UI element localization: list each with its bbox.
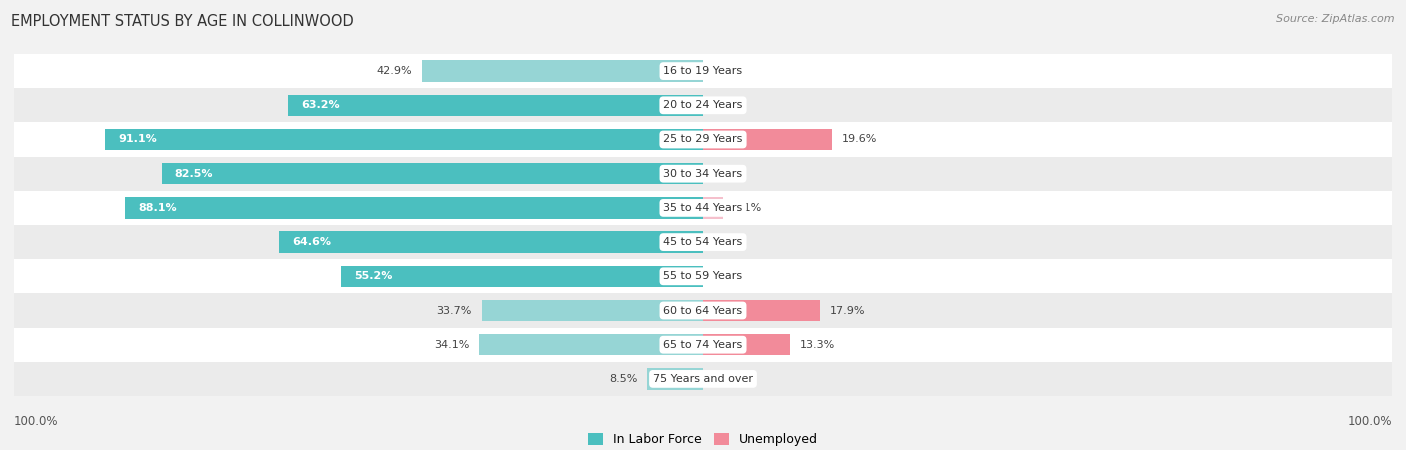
Text: 0.0%: 0.0%: [713, 169, 741, 179]
Bar: [703, 334, 790, 356]
Text: 88.1%: 88.1%: [138, 203, 177, 213]
Text: 60 to 64 Years: 60 to 64 Years: [664, 306, 742, 315]
Text: 91.1%: 91.1%: [118, 135, 157, 144]
Text: 20 to 24 Years: 20 to 24 Years: [664, 100, 742, 110]
Text: 65 to 74 Years: 65 to 74 Years: [664, 340, 742, 350]
Text: 55.2%: 55.2%: [354, 271, 392, 281]
Text: 30 to 34 Years: 30 to 34 Years: [664, 169, 742, 179]
Text: 0.0%: 0.0%: [713, 374, 741, 384]
Text: 0.0%: 0.0%: [713, 271, 741, 281]
Text: 8.5%: 8.5%: [609, 374, 637, 384]
Bar: [125, 197, 703, 219]
Bar: [479, 334, 703, 356]
Bar: [340, 266, 703, 287]
Text: 19.6%: 19.6%: [841, 135, 877, 144]
Bar: [105, 129, 703, 150]
Bar: [14, 259, 1392, 293]
Bar: [14, 191, 1392, 225]
Text: 42.9%: 42.9%: [375, 66, 412, 76]
Bar: [422, 60, 703, 82]
Bar: [14, 293, 1392, 328]
Bar: [703, 197, 723, 219]
Bar: [288, 94, 703, 116]
Bar: [703, 300, 821, 321]
Text: 17.9%: 17.9%: [831, 306, 866, 315]
Text: 33.7%: 33.7%: [437, 306, 472, 315]
Text: 0.0%: 0.0%: [713, 66, 741, 76]
Text: 35 to 44 Years: 35 to 44 Years: [664, 203, 742, 213]
Text: 34.1%: 34.1%: [434, 340, 470, 350]
Text: 13.3%: 13.3%: [800, 340, 835, 350]
Text: 82.5%: 82.5%: [174, 169, 214, 179]
Bar: [14, 225, 1392, 259]
Bar: [14, 88, 1392, 122]
Text: 0.0%: 0.0%: [713, 100, 741, 110]
Text: 75 Years and over: 75 Years and over: [652, 374, 754, 384]
Text: 100.0%: 100.0%: [14, 415, 59, 428]
Text: 3.1%: 3.1%: [733, 203, 762, 213]
Text: 55 to 59 Years: 55 to 59 Years: [664, 271, 742, 281]
Bar: [162, 163, 703, 184]
Text: 16 to 19 Years: 16 to 19 Years: [664, 66, 742, 76]
Text: 100.0%: 100.0%: [1347, 415, 1392, 428]
Text: EMPLOYMENT STATUS BY AGE IN COLLINWOOD: EMPLOYMENT STATUS BY AGE IN COLLINWOOD: [11, 14, 354, 28]
Bar: [14, 328, 1392, 362]
Bar: [14, 54, 1392, 88]
Bar: [280, 231, 703, 253]
Bar: [647, 368, 703, 390]
Bar: [703, 129, 831, 150]
Bar: [14, 157, 1392, 191]
Text: 63.2%: 63.2%: [301, 100, 340, 110]
Text: Source: ZipAtlas.com: Source: ZipAtlas.com: [1277, 14, 1395, 23]
Legend: In Labor Force, Unemployed: In Labor Force, Unemployed: [583, 428, 823, 450]
Bar: [482, 300, 703, 321]
Text: 45 to 54 Years: 45 to 54 Years: [664, 237, 742, 247]
Text: 0.0%: 0.0%: [713, 237, 741, 247]
Text: 25 to 29 Years: 25 to 29 Years: [664, 135, 742, 144]
Bar: [14, 362, 1392, 396]
Text: 64.6%: 64.6%: [292, 237, 332, 247]
Bar: [14, 122, 1392, 157]
